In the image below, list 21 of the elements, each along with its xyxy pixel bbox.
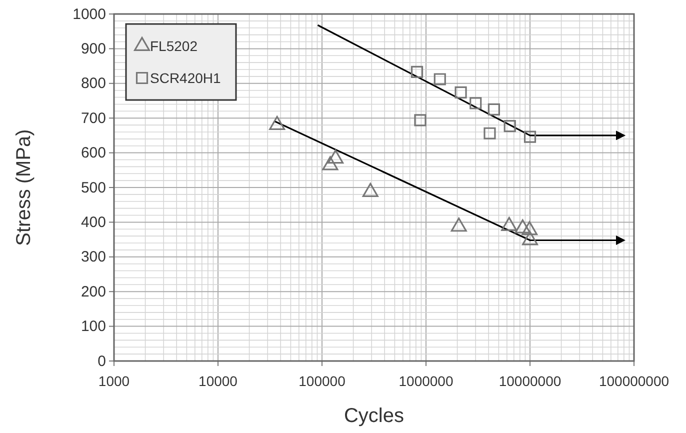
x-tick-label: 10000 bbox=[198, 372, 238, 389]
y-tick-label: 0 bbox=[98, 352, 106, 370]
y-tick-label: 600 bbox=[80, 144, 106, 162]
x-axis-title: Cycles bbox=[344, 405, 404, 427]
y-tick-label: 500 bbox=[80, 179, 106, 196]
y-axis-title: Stress (MPa) bbox=[13, 129, 35, 246]
y-tick-label: 1000 bbox=[72, 6, 106, 23]
y-tick-label: 100 bbox=[80, 318, 106, 336]
x-tick-label: 1000 bbox=[98, 372, 130, 389]
legend-label: FL5202 bbox=[150, 38, 198, 54]
y-tick-label: 800 bbox=[80, 75, 106, 92]
y-tick-label: 300 bbox=[80, 248, 106, 266]
legend-label: SCR420H1 bbox=[150, 70, 222, 86]
y-tick-label: 700 bbox=[80, 110, 106, 127]
x-tick-label: 100000 bbox=[298, 372, 346, 389]
x-tick-label: 1000000 bbox=[398, 372, 454, 389]
y-tick-label: 200 bbox=[80, 283, 106, 300]
x-tick-label: 100000000 bbox=[598, 372, 670, 389]
y-tick-label: 400 bbox=[80, 214, 106, 231]
y-tick-label: 900 bbox=[80, 40, 106, 58]
x-tick-label: 10000000 bbox=[498, 372, 562, 389]
